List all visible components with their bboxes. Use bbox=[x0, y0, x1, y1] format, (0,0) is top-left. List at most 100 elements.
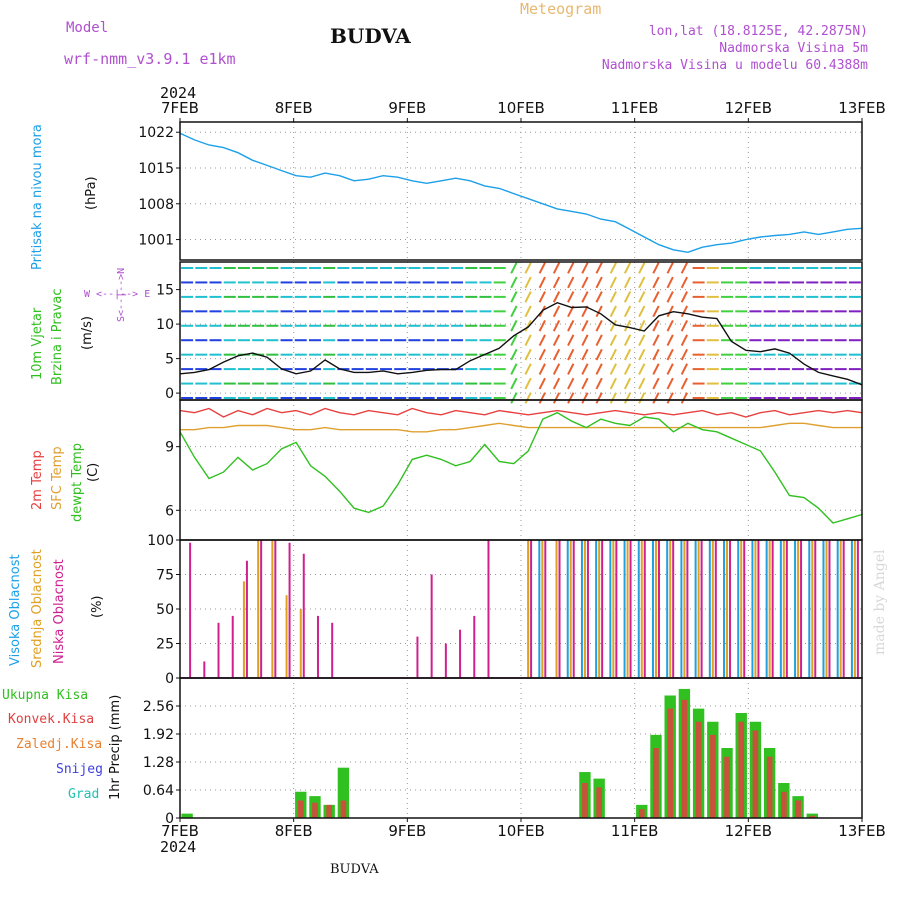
wind-arrow bbox=[595, 348, 603, 361]
wind-arrow bbox=[510, 276, 518, 289]
wind-arrow bbox=[595, 276, 603, 289]
y-tick-label: 100 bbox=[147, 533, 174, 549]
wind-arrow bbox=[595, 392, 603, 404]
time-tick-label-top: 13FEB bbox=[838, 99, 885, 117]
wind-arrow bbox=[623, 334, 632, 347]
wind-arrow bbox=[609, 392, 617, 404]
wind-arrow bbox=[538, 319, 546, 332]
wind-arrow bbox=[595, 334, 603, 347]
legend-grad: Grad bbox=[68, 787, 100, 802]
wind-arrow bbox=[638, 377, 646, 390]
wind-arrow bbox=[680, 334, 689, 347]
legend-snow: Snijeg bbox=[56, 762, 103, 777]
wind-arrow bbox=[567, 262, 575, 274]
wind-arrow bbox=[567, 319, 575, 332]
wind-arrow bbox=[538, 348, 546, 361]
elevation-label: Nadmorska Visina 5m bbox=[719, 41, 868, 56]
wind-arrow bbox=[538, 392, 546, 404]
wind-arrow bbox=[524, 334, 532, 347]
wind-arrow bbox=[510, 392, 518, 404]
wind-arrow bbox=[666, 262, 674, 274]
time-tick-label-bottom: 13FEB bbox=[838, 822, 885, 840]
wind-arrow bbox=[638, 334, 646, 347]
wind-arrow bbox=[510, 305, 518, 318]
time-tick-label-top: 10FEB bbox=[497, 99, 544, 117]
wind-arrow bbox=[680, 319, 689, 332]
wind-arrow bbox=[638, 276, 646, 289]
wind-arrow bbox=[581, 334, 589, 347]
wind-arrow bbox=[552, 262, 561, 274]
precip-conv-bar bbox=[297, 800, 304, 818]
y-tick-label: 1.92 bbox=[143, 727, 174, 743]
precip-conv-bar bbox=[752, 730, 759, 818]
wind-arrow bbox=[638, 262, 646, 274]
wind-arrow bbox=[609, 305, 617, 318]
model-name: wrf-nmm_v3.9.1 e1km bbox=[64, 50, 236, 68]
wind-arrow bbox=[595, 262, 603, 274]
wind-arrow bbox=[510, 291, 518, 303]
footer-station: BUDVA bbox=[330, 862, 379, 877]
wind-arrow bbox=[567, 363, 575, 375]
wind-arrow bbox=[652, 363, 660, 375]
wind-arrow bbox=[524, 276, 532, 289]
time-tick-label-bottom: 12FEB bbox=[725, 822, 772, 840]
y-tick-label: 6 bbox=[165, 503, 174, 519]
wind-arrow bbox=[552, 276, 561, 289]
wind-arrow bbox=[595, 319, 603, 332]
wind-arrow bbox=[581, 348, 589, 361]
y-tick-label: 1.28 bbox=[143, 755, 174, 771]
wind-arrow bbox=[609, 334, 617, 347]
wind-arrow bbox=[538, 262, 546, 274]
wind-arrow bbox=[652, 276, 660, 289]
time-tick-label-bottom: 9FEB bbox=[388, 822, 426, 840]
wind-arrow bbox=[652, 262, 660, 274]
y-tick-label: 0.64 bbox=[143, 783, 174, 799]
y-tick-label: 0 bbox=[165, 671, 174, 687]
temp-dew-line bbox=[179, 411, 863, 524]
wind-arrow bbox=[609, 319, 617, 332]
wind-arrow bbox=[680, 305, 689, 318]
wind-arrow bbox=[595, 377, 603, 390]
wind-arrow bbox=[652, 291, 660, 303]
model-elevation-label: Nadmorska Visina u modelu 60.4388m bbox=[601, 58, 868, 73]
wind-arrow bbox=[581, 363, 589, 375]
wind-arrow bbox=[524, 262, 532, 274]
lonlat-label: lon,lat (18.8125E, 42.2875N) bbox=[648, 24, 868, 39]
wind-arrow bbox=[680, 276, 689, 289]
time-tick-label-bottom: 11FEB bbox=[611, 822, 658, 840]
y-tick-label: 75 bbox=[156, 568, 174, 584]
precip-total-bar bbox=[337, 767, 350, 818]
wind-arrow bbox=[680, 262, 689, 274]
wind-arrow bbox=[567, 334, 575, 347]
precip-conv-bar bbox=[638, 809, 645, 818]
wind-arrow bbox=[623, 392, 632, 404]
wind-arrow bbox=[595, 291, 603, 303]
y-tick-label: 5 bbox=[165, 352, 174, 368]
chart-title: BUDVA bbox=[330, 24, 411, 48]
precip-total-bar bbox=[181, 813, 193, 818]
wind-arrow bbox=[666, 319, 674, 332]
legend-total: Ukupna Kisa bbox=[2, 688, 89, 703]
y-tick-label: 1001 bbox=[138, 233, 174, 249]
wind-arrow bbox=[623, 262, 632, 274]
y-tick-label: 0 bbox=[165, 811, 174, 827]
wind-arrow bbox=[638, 363, 646, 375]
legend-frz: Zaledj.Kisa bbox=[16, 737, 103, 752]
y-tick-label: 10 bbox=[156, 317, 174, 333]
precip-conv-bar bbox=[326, 804, 333, 818]
wind-arrow bbox=[538, 276, 546, 289]
wind-arrow bbox=[524, 363, 532, 375]
wind-arrow bbox=[666, 305, 674, 318]
time-tick-label-top: 9FEB bbox=[388, 99, 426, 117]
wind-arrow bbox=[652, 319, 660, 332]
wind-arrow bbox=[510, 363, 518, 375]
wind-arrow bbox=[623, 291, 632, 303]
time-tick-label-top: 8FEB bbox=[275, 99, 313, 117]
wind-arrow bbox=[581, 377, 589, 390]
pressure-line bbox=[179, 132, 863, 254]
precip-conv-bar bbox=[781, 791, 787, 818]
precip-conv-bar bbox=[709, 734, 716, 818]
wind-arrow bbox=[510, 348, 518, 361]
wind-arrow bbox=[581, 262, 589, 274]
wind-arrow bbox=[609, 363, 617, 375]
